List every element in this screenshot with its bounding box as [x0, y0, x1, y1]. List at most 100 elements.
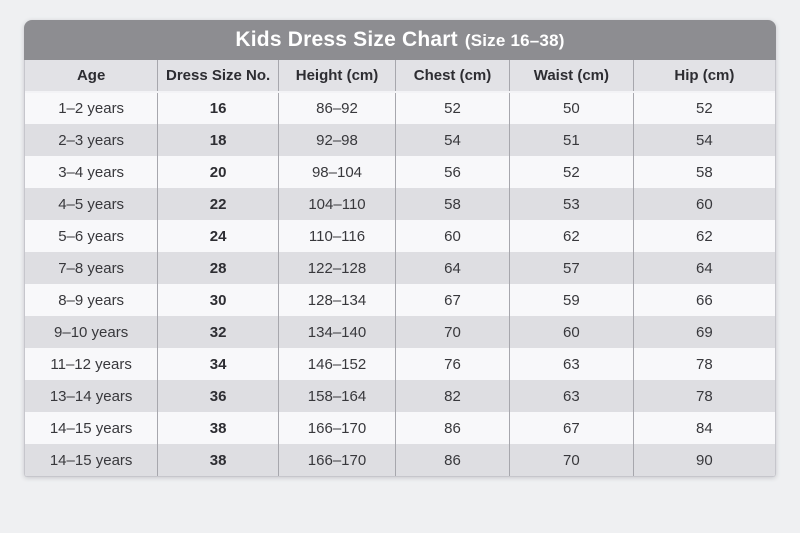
waist-cell: 52	[509, 156, 634, 188]
hip-cell: 90	[632, 444, 775, 476]
table-row: 14–15 years 38 166–170 86 70 90	[25, 444, 775, 476]
waist-cell: 50	[509, 92, 634, 124]
age-cell: 7–8 years	[25, 252, 158, 284]
height-cell: 146–152	[278, 348, 396, 380]
age-cell: 9–10 years	[25, 316, 158, 348]
table-row: 11–12 years 34 146–152 76 63 78	[25, 348, 775, 380]
table-row: 13–14 years 36 158–164 82 63 78	[25, 380, 775, 412]
table-body: 1–2 years 16 86–92 52 50 52 2–3 years 18…	[25, 92, 775, 476]
height-cell: 158–164	[278, 380, 396, 412]
height-cell: 86–92	[278, 92, 396, 124]
chest-cell: 52	[395, 92, 510, 124]
age-cell: 14–15 years	[25, 444, 158, 476]
waist-cell: 70	[509, 444, 634, 476]
waist-cell: 60	[509, 316, 634, 348]
column-header-height: Height (cm)	[278, 60, 396, 93]
dress-size-cell: 16	[157, 92, 279, 124]
chest-cell: 56	[395, 156, 510, 188]
header-row: Age Dress Size No. Height (cm) Chest (cm…	[25, 60, 775, 93]
dress-size-cell: 36	[157, 380, 279, 412]
page-title-subtitle: (Size 16–38)	[464, 31, 565, 50]
height-cell: 166–170	[278, 412, 396, 444]
waist-cell: 59	[509, 284, 634, 316]
hip-cell: 78	[632, 380, 775, 412]
chest-cell: 86	[395, 444, 510, 476]
table-row: 4–5 years 22 104–110 58 53 60	[25, 188, 775, 220]
dress-size-cell: 30	[157, 284, 279, 316]
waist-cell: 51	[509, 124, 634, 156]
age-cell: 2–3 years	[25, 124, 158, 156]
table-row: 7–8 years 28 122–128 64 57 64	[25, 252, 775, 284]
age-cell: 14–15 years	[25, 412, 158, 444]
chest-cell: 82	[395, 380, 510, 412]
age-cell: 13–14 years	[25, 380, 158, 412]
waist-cell: 63	[509, 348, 634, 380]
hip-cell: 52	[632, 92, 775, 124]
column-header-chest: Chest (cm)	[395, 60, 510, 93]
age-cell: 8–9 years	[25, 284, 158, 316]
dress-size-cell: 34	[157, 348, 279, 380]
age-cell: 3–4 years	[25, 156, 158, 188]
dress-size-cell: 28	[157, 252, 279, 284]
size-chart-card: Kids Dress Size Chart (Size 16–38) Age D…	[24, 20, 776, 477]
hip-cell: 84	[632, 412, 775, 444]
hip-cell: 58	[632, 156, 775, 188]
height-cell: 92–98	[278, 124, 396, 156]
chest-cell: 86	[395, 412, 510, 444]
height-cell: 134–140	[278, 316, 396, 348]
page-title: Kids Dress Size Chart	[235, 28, 458, 51]
height-cell: 98–104	[278, 156, 396, 188]
age-cell: 11–12 years	[25, 348, 158, 380]
dress-size-cell: 22	[157, 188, 279, 220]
table-row: 5–6 years 24 110–116 60 62 62	[25, 220, 775, 252]
hip-cell: 62	[632, 220, 775, 252]
table-row: 9–10 years 32 134–140 70 60 69	[25, 316, 775, 348]
waist-cell: 62	[509, 220, 634, 252]
table-row: 3–4 years 20 98–104 56 52 58	[25, 156, 775, 188]
height-cell: 104–110	[278, 188, 396, 220]
hip-cell: 54	[632, 124, 775, 156]
dress-size-cell: 24	[157, 220, 279, 252]
hip-cell: 69	[632, 316, 775, 348]
title-bar: Kids Dress Size Chart (Size 16–38)	[24, 20, 776, 60]
column-header-hip: Hip (cm)	[632, 60, 775, 93]
table-row: 8–9 years 30 128–134 67 59 66	[25, 284, 775, 316]
chest-cell: 67	[395, 284, 510, 316]
waist-cell: 57	[509, 252, 634, 284]
chest-cell: 70	[395, 316, 510, 348]
table-row: 14–15 years 38 166–170 86 67 84	[25, 412, 775, 444]
waist-cell: 67	[509, 412, 634, 444]
dress-size-cell: 20	[157, 156, 279, 188]
dress-size-cell: 32	[157, 316, 279, 348]
hip-cell: 60	[632, 188, 775, 220]
table-row: 2–3 years 18 92–98 54 51 54	[25, 124, 775, 156]
chest-cell: 60	[395, 220, 510, 252]
dress-size-cell: 38	[157, 444, 279, 476]
hip-cell: 64	[632, 252, 775, 284]
column-header-size: Dress Size No.	[157, 60, 279, 93]
height-cell: 166–170	[278, 444, 396, 476]
age-cell: 1–2 years	[25, 92, 158, 124]
age-cell: 5–6 years	[25, 220, 158, 252]
column-header-age: Age	[25, 60, 158, 93]
chest-cell: 54	[395, 124, 510, 156]
chest-cell: 64	[395, 252, 510, 284]
size-table: Age Dress Size No. Height (cm) Chest (cm…	[25, 60, 775, 476]
waist-cell: 63	[509, 380, 634, 412]
table-row: 1–2 years 16 86–92 52 50 52	[25, 92, 775, 124]
height-cell: 110–116	[278, 220, 396, 252]
waist-cell: 53	[509, 188, 634, 220]
column-header-waist: Waist (cm)	[509, 60, 634, 93]
hip-cell: 66	[632, 284, 775, 316]
hip-cell: 78	[632, 348, 775, 380]
chest-cell: 58	[395, 188, 510, 220]
age-cell: 4–5 years	[25, 188, 158, 220]
height-cell: 128–134	[278, 284, 396, 316]
size-table-container: Age Dress Size No. Height (cm) Chest (cm…	[24, 60, 776, 477]
dress-size-cell: 38	[157, 412, 279, 444]
dress-size-cell: 18	[157, 124, 279, 156]
table-header: Age Dress Size No. Height (cm) Chest (cm…	[25, 60, 775, 93]
chest-cell: 76	[395, 348, 510, 380]
height-cell: 122–128	[278, 252, 396, 284]
